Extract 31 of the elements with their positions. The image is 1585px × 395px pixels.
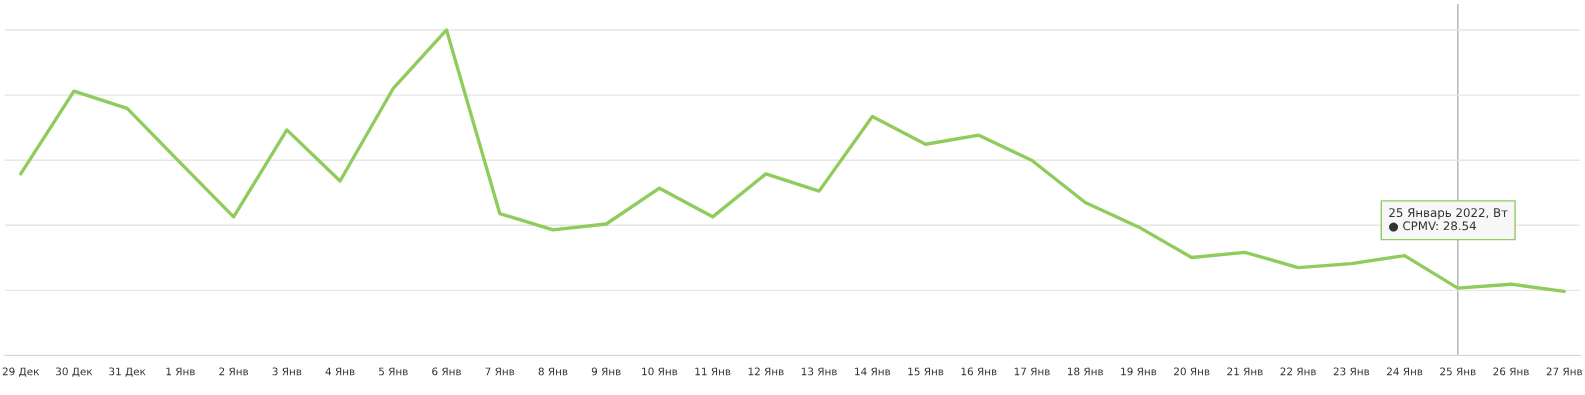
x-tick-label: 30 Дек <box>56 367 93 377</box>
x-tick-label: 29 Дек <box>2 367 40 377</box>
x-tick-label: 1 Янв <box>166 367 195 376</box>
x-tick-label: 3 Янв <box>272 367 302 376</box>
x-tick-label: 11 Янв <box>695 367 731 376</box>
x-tick-label: 12 Янв <box>748 367 784 376</box>
x-tick-label: 4 Янв <box>325 367 355 376</box>
x-tick-label: 15 Янв <box>908 367 944 376</box>
x-tick-label: 24 Янв <box>1386 367 1423 376</box>
x-tick-label: 13 Янв <box>801 367 837 376</box>
x-tick-label: 7 Янв <box>485 367 515 376</box>
x-tick-label: 14 Янв <box>855 367 891 376</box>
x-tick-label: 27 Янв <box>1546 367 1583 376</box>
x-tick-label: 5 Янв <box>379 367 408 376</box>
x-tick-label: 25 Янв <box>1440 367 1476 376</box>
x-tick-label: 10 Янв <box>642 367 678 376</box>
x-tick-label: 23 Янв <box>1333 367 1370 376</box>
x-tick-label: 2 Янв <box>219 367 249 376</box>
x-tick-label: 26 Янв <box>1493 367 1529 376</box>
x-tick-label: 6 Янв <box>432 367 461 376</box>
x-tick-label: 16 Янв <box>961 367 997 376</box>
x-tick-label: 22 Янв <box>1280 367 1316 376</box>
x-tick-label: 18 Янв <box>1068 367 1104 376</box>
x-tick-label: 20 Янв <box>1174 367 1210 376</box>
x-tick-label: 9 Янв <box>591 367 621 376</box>
x-tick-label: 17 Янв <box>1014 367 1050 376</box>
x-tick-label: 19 Янв <box>1121 367 1157 376</box>
x-tick-label: 21 Янв <box>1227 367 1263 376</box>
x-tick-label: 8 Янв <box>538 367 568 376</box>
annotation: 25 Январь 2022, Вт ● CPMV: 28.54 <box>1389 208 1508 232</box>
x-tick-label: 31 Дек <box>109 367 146 377</box>
